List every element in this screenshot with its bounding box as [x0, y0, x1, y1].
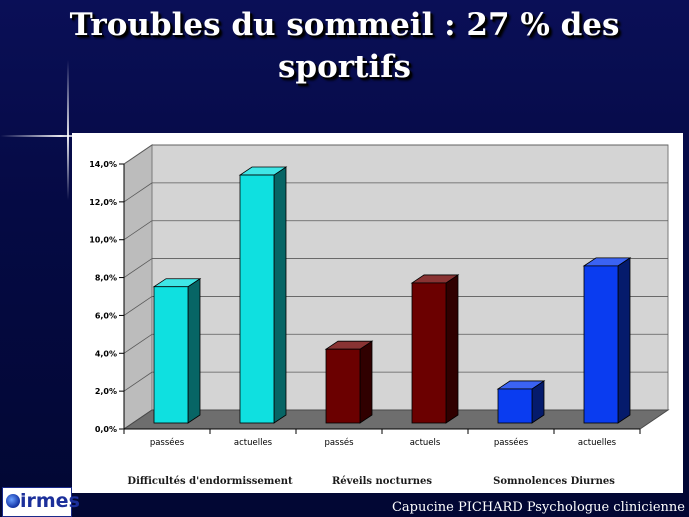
- bar-2-0: [497, 388, 533, 424]
- sparkle-decoration: [0, 135, 110, 137]
- bar-side-2-1: [617, 257, 631, 424]
- x-tick-label: actuelles: [578, 438, 617, 448]
- chart-panel: 0,0% 2,0% 4,0% 6,0% 8,0% 10,0% 12,0% 14,0% passé…: [72, 133, 683, 493]
- chart-back-wall: [151, 144, 669, 411]
- group-label: Somnolences Diurnes: [493, 476, 615, 487]
- bar-side-0-1: [273, 166, 287, 424]
- bar-side-1-0: [359, 340, 373, 424]
- x-tick-label: passées: [150, 437, 185, 448]
- bar-1-0: [325, 348, 361, 424]
- gridline-side: [123, 296, 153, 316]
- x-tick-label: actuelles: [234, 438, 273, 448]
- page-title: Troubles du sommeil : 27 % des sportifs: [69, 7, 620, 85]
- y-tick-label: 4,0%: [95, 349, 117, 358]
- y-tick-label: 2,0%: [95, 387, 117, 396]
- chart-side-wall: [123, 144, 153, 430]
- y-tick-label: 10,0%: [89, 236, 117, 245]
- bar-side-1-1: [445, 274, 459, 424]
- gridline-side: [123, 144, 153, 165]
- bar-0-1: [239, 174, 275, 424]
- gridline-side: [123, 220, 153, 241]
- group-label: Réveils nocturnes: [332, 476, 432, 487]
- bar-0-0: [153, 286, 189, 424]
- y-tick-label: 6,0%: [95, 311, 117, 320]
- y-tick-label: 0,0%: [95, 425, 117, 434]
- group-label: Difficultés d'endormissement: [127, 476, 293, 487]
- irmes-logo: irmes: [2, 487, 80, 517]
- bar-2-1: [583, 265, 619, 424]
- logo-globe-icon: [6, 494, 20, 508]
- sparkle-decoration-vertical: [67, 60, 69, 200]
- x-tick-label: passés: [324, 437, 354, 448]
- bar-1-1: [411, 282, 447, 424]
- gridline-side: [123, 371, 153, 392]
- bar-side-0-0: [187, 277, 201, 424]
- gridline-side: [123, 258, 153, 278]
- x-tick-label: passées: [494, 437, 529, 448]
- y-tick-label: 12,0%: [89, 198, 117, 207]
- gridline-side: [123, 333, 153, 354]
- bar-chart: 0,0% 2,0% 4,0% 6,0% 8,0% 10,0% 12,0% 14,0% passé…: [89, 144, 670, 487]
- x-tick-label: actuels: [410, 438, 441, 448]
- footer-credit: Capucine PICHARD Psychologue clinicienne: [391, 500, 685, 515]
- logo-text: irmes: [20, 490, 80, 512]
- y-tick-label: 14,0%: [89, 160, 117, 169]
- gridline-side: [123, 182, 153, 203]
- y-tick-label: 8,0%: [95, 274, 117, 283]
